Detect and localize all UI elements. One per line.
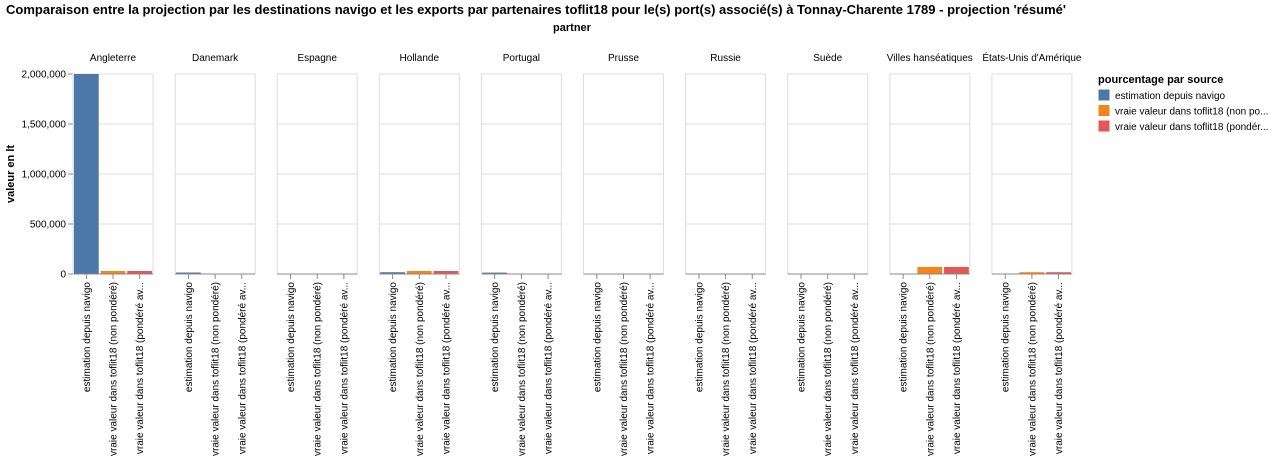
- bar-Hollande-2: [433, 271, 459, 274]
- x-tick-label: estimation depuis navigo: [286, 282, 297, 393]
- x-tick-label: vraie valeur dans toflit18 (non pondéré): [619, 282, 630, 456]
- y-tick-label: 1,500,000: [22, 120, 67, 131]
- bar-États-Unis d'Amérique-2: [1046, 272, 1071, 274]
- facet-Suède: Suède estimation depuis navigo vraie valeu…: [787, 53, 869, 456]
- facet-Espagne: Espagne estimation depuis navigo vraie val…: [276, 53, 358, 456]
- y-axis-title: valeur en lt: [5, 145, 17, 203]
- x-tick-label: vraie valeur dans toflit18 (pondéré av..…: [339, 282, 350, 454]
- facet-États-Unis d'Amérique: États-Unis d'Amérique estimation depuis n…: [982, 51, 1082, 456]
- legend: pourcentage par source estimation depuis…: [1098, 74, 1268, 133]
- y-axis: 0 500,000 1,000,000 1,500,000 2,000,000: [22, 70, 74, 281]
- facet-label: Danemark: [192, 53, 239, 64]
- x-tick-label: estimation depuis navigo: [694, 282, 705, 393]
- x-tick-label: vraie valeur dans toflit18 (pondéré av..…: [952, 282, 963, 454]
- x-tick-label: vraie valeur dans toflit18 (non pondéré): [517, 282, 528, 456]
- legend-swatch: [1098, 105, 1110, 116]
- x-tick-label: vraie valeur dans toflit18 (pondéré av..…: [237, 282, 248, 454]
- facet-label: Portugal: [503, 53, 540, 64]
- x-tick-label: vraie valeur dans toflit18 (pondéré av..…: [850, 282, 861, 454]
- legend-swatch: [1098, 120, 1110, 132]
- bar-Villes hanséatiques-2: [944, 267, 969, 274]
- facet-label: Suède: [813, 53, 842, 64]
- x-tick-label: vraie valeur dans toflit18 (pondéré av..…: [1054, 282, 1065, 454]
- bar-Angleterre-0: [73, 74, 99, 274]
- x-tick-label: estimation depuis navigo: [797, 282, 808, 393]
- facet-Russie: Russie estimation depuis navigo vraie vale…: [685, 53, 767, 456]
- chart-title: Comparaison entre la projection par les …: [6, 2, 1066, 17]
- legend-title: pourcentage par source: [1098, 74, 1223, 86]
- x-tick-label: estimation depuis navigo: [388, 282, 399, 393]
- facet-label: Russie: [710, 53, 741, 64]
- facet-Prusse: Prusse estimation depuis navigo vraie vale…: [583, 53, 664, 456]
- x-tick-label: vraie valeur dans toflit18 (non pondéré): [109, 282, 120, 456]
- facet-Danemark: Danemark estimation depuis navigo vraie va…: [174, 53, 256, 456]
- y-tick-label: 1,000,000: [22, 170, 67, 181]
- x-tick-label: vraie valeur dans toflit18 (non pondéré): [1027, 282, 1038, 456]
- x-tick-label: vraie valeur dans toflit18 (pondéré av..…: [646, 282, 657, 454]
- bar-Villes hanséatiques-1: [917, 267, 943, 274]
- x-tick-label: vraie valeur dans toflit18 (pondéré av..…: [748, 282, 759, 454]
- facet-label: Villes hanséatiques: [887, 53, 973, 64]
- x-tick-label: estimation depuis navigo: [184, 282, 195, 393]
- bar-Angleterre-2: [127, 271, 153, 274]
- x-tick-label: vraie valeur dans toflit18 (pondéré av..…: [135, 282, 146, 454]
- y-tick-label: 500,000: [30, 220, 67, 231]
- facets-group: Angleterre estimation depuis navigo vraie …: [72, 51, 1082, 456]
- x-tick-label: vraie valeur dans toflit18 (non pondéré): [823, 282, 834, 456]
- legend-swatch: [1098, 89, 1110, 101]
- bar-Portugal-0: [482, 272, 508, 274]
- facet-Angleterre: Angleterre estimation depuis navigo vraie …: [72, 53, 154, 456]
- bar-Danemark-0: [176, 272, 201, 274]
- bar-Hollande-1: [406, 271, 432, 274]
- bar-Hollande-0: [380, 272, 406, 274]
- y-tick-label: 2,000,000: [22, 70, 67, 81]
- x-tick-label: estimation depuis navigo: [592, 282, 603, 393]
- legend-label: vraie valeur dans toflit18 (pondér...: [1115, 122, 1268, 133]
- x-tick-label: estimation depuis navigo: [490, 282, 501, 393]
- x-tick-label: vraie valeur dans toflit18 (non pondéré): [415, 282, 426, 456]
- facet-label: États-Unis d'Amérique: [982, 51, 1082, 64]
- y-tick-label: 0: [60, 270, 66, 281]
- legend-label: estimation depuis navigo: [1115, 91, 1226, 102]
- facet-Hollande: Hollande estimation depuis navigo vraie va…: [378, 53, 460, 456]
- x-tick-label: vraie valeur dans toflit18 (non pondéré): [925, 282, 936, 456]
- x-tick-label: vraie valeur dans toflit18 (pondéré av..…: [441, 282, 452, 454]
- facet-label: Prusse: [608, 53, 640, 64]
- x-tick-label: vraie valeur dans toflit18 (pondéré av..…: [544, 282, 555, 454]
- facet-Portugal: Portugal estimation depuis navigo vraie va…: [480, 53, 562, 456]
- x-tick-label: vraie valeur dans toflit18 (non pondéré): [313, 282, 324, 456]
- legend-label: vraie valeur dans toflit18 (non po...: [1115, 107, 1268, 118]
- x-tick-label: vraie valeur dans toflit18 (non pondéré): [721, 282, 732, 456]
- x-tick-label: estimation depuis navigo: [1001, 282, 1012, 393]
- bar-États-Unis d'Amérique-1: [1019, 272, 1045, 274]
- facet-label: Espagne: [297, 53, 337, 64]
- x-tick-label: vraie valeur dans toflit18 (non pondéré): [211, 282, 222, 456]
- facet-Villes hanséatiques: Villes hanséatiques estimation depuis nav…: [887, 53, 973, 456]
- facet-label: Hollande: [400, 53, 440, 64]
- x-tick-label: estimation depuis navigo: [899, 282, 910, 393]
- bar-Angleterre-1: [100, 271, 126, 274]
- x-tick-label: estimation depuis navigo: [82, 282, 93, 393]
- facet-title: partner: [553, 22, 592, 34]
- facet-label: Angleterre: [90, 53, 137, 64]
